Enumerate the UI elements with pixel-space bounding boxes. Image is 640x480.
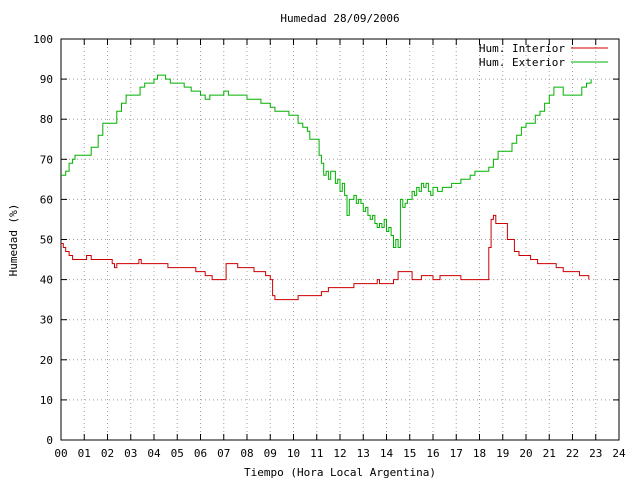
x-tick-label: 14 <box>380 447 394 460</box>
x-tick-label: 17 <box>450 447 463 460</box>
y-tick-label: 20 <box>40 354 53 367</box>
x-tick-label: 03 <box>124 447 137 460</box>
x-tick-label: 06 <box>194 447 207 460</box>
x-tick-label: 18 <box>473 447 486 460</box>
x-tick-label: 07 <box>217 447 230 460</box>
x-tick-label: 19 <box>496 447 509 460</box>
x-tick-label: 00 <box>54 447 67 460</box>
x-tick-label: 21 <box>543 447 556 460</box>
y-tick-label: 50 <box>40 234 53 247</box>
grid-layer <box>61 39 619 440</box>
x-tick-label: 09 <box>264 447 277 460</box>
x-tick-label: 12 <box>333 447 346 460</box>
y-tick-label: 0 <box>46 434 53 447</box>
x-tick-label: 16 <box>426 447 439 460</box>
x-tick-label: 04 <box>147 447 161 460</box>
series-line-interior <box>61 214 590 301</box>
series-layer <box>61 74 592 301</box>
ticks-layer: 00 01 02 03 04 05 06 07 08 09 10 11 12 13 14 15 16 17 18 19… <box>33 33 626 460</box>
y-tick-label: 100 <box>33 33 53 46</box>
x-tick-label: 20 <box>519 447 532 460</box>
chart-title: Humedad 28/09/2006 <box>280 12 399 25</box>
x-tick-label: 10 <box>287 447 300 460</box>
y-tick-label: 30 <box>40 314 53 327</box>
x-tick-label: 22 <box>566 447 579 460</box>
x-tick-label: 11 <box>310 447 323 460</box>
x-tick-label: 08 <box>240 447 253 460</box>
x-tick-label: 13 <box>357 447 370 460</box>
series-line-exterior <box>61 74 592 248</box>
legend-label-interior: Hum. Interior <box>479 42 565 55</box>
x-tick-label: 01 <box>78 447 91 460</box>
y-tick-label: 80 <box>40 113 53 126</box>
x-tick-label: 02 <box>101 447 114 460</box>
y-tick-label: 10 <box>40 394 53 407</box>
x-tick-label: 05 <box>171 447 184 460</box>
x-axis-label: Tiempo (Hora Local Argentina) <box>244 466 436 479</box>
y-tick-label: 60 <box>40 193 53 206</box>
x-tick-label: 23 <box>589 447 602 460</box>
x-tick-label: 24 <box>612 447 626 460</box>
legend: Hum. Interior Hum. Exterior <box>479 42 608 69</box>
y-axis-label: Humedad (%) <box>7 204 20 277</box>
y-tick-label: 90 <box>40 73 53 86</box>
y-tick-label: 40 <box>40 274 53 287</box>
y-tick-label: 70 <box>40 153 53 166</box>
x-tick-label: 15 <box>403 447 416 460</box>
legend-label-exterior: Hum. Exterior <box>479 56 565 69</box>
